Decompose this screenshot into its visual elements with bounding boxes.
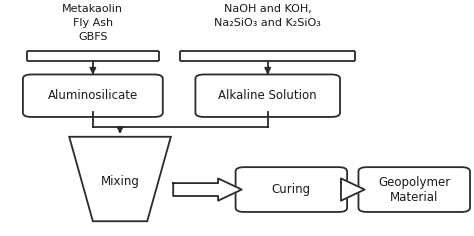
Polygon shape [341, 178, 365, 201]
Polygon shape [173, 178, 242, 201]
FancyBboxPatch shape [358, 167, 470, 212]
FancyBboxPatch shape [236, 167, 347, 212]
Text: Aluminosilicate: Aluminosilicate [48, 89, 138, 102]
Text: Metakaolin
Fly Ash
GBFS: Metakaolin Fly Ash GBFS [63, 4, 123, 42]
FancyBboxPatch shape [195, 75, 340, 117]
Text: Mixing: Mixing [101, 175, 140, 188]
Text: NaOH and KOH,
Na₂SiO₃ and K₂SiO₃: NaOH and KOH, Na₂SiO₃ and K₂SiO₃ [214, 4, 321, 28]
Text: Curing: Curing [272, 183, 311, 196]
Text: Alkaline Solution: Alkaline Solution [219, 89, 317, 102]
FancyBboxPatch shape [23, 75, 163, 117]
Text: Geopolymer
Material: Geopolymer Material [378, 176, 450, 204]
Polygon shape [69, 137, 171, 221]
